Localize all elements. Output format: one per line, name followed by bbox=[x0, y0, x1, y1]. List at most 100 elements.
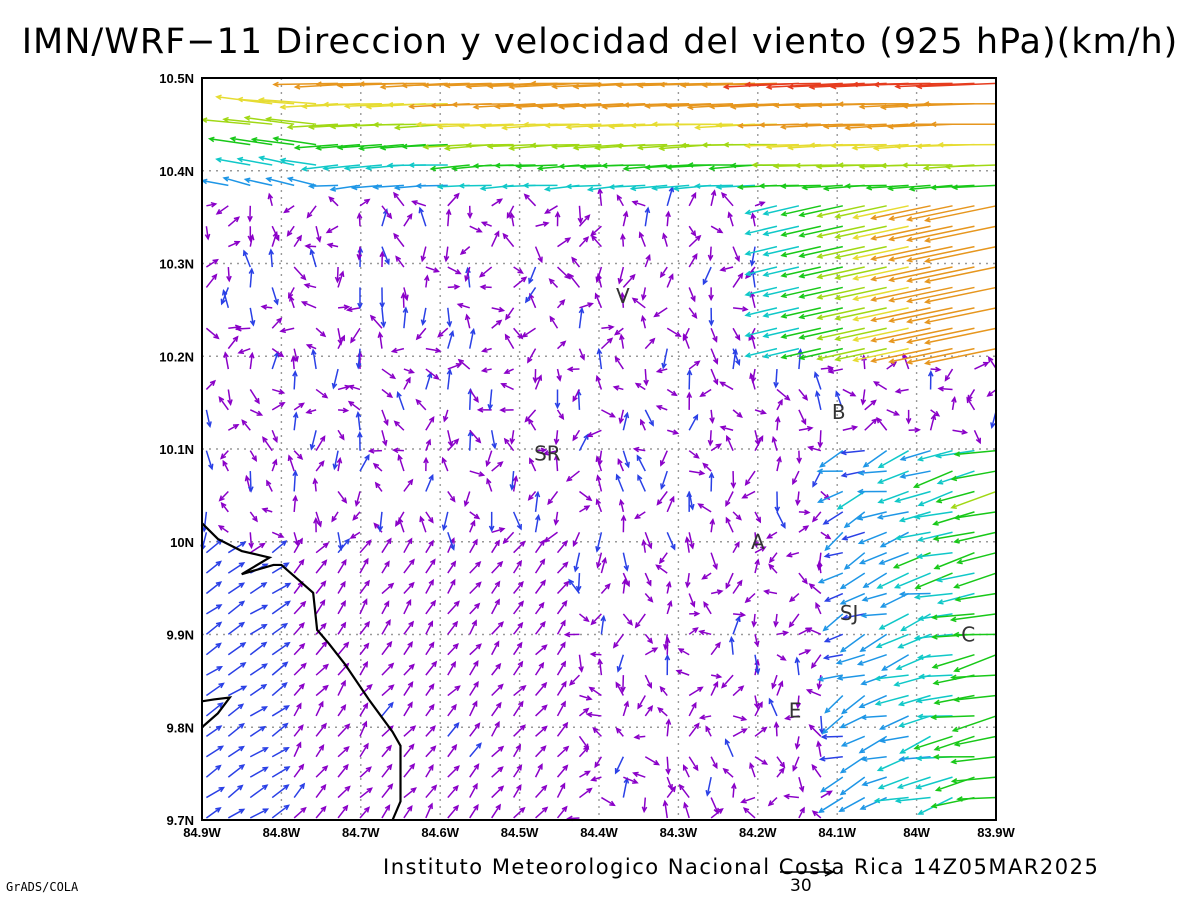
wind-vector bbox=[528, 266, 537, 285]
wind-vector bbox=[816, 327, 865, 341]
wind-vector bbox=[527, 490, 537, 501]
wind-vector bbox=[878, 613, 909, 630]
wind-vector bbox=[469, 722, 481, 737]
wind-vector bbox=[665, 580, 672, 594]
wind-vector bbox=[359, 702, 369, 717]
wind-vector bbox=[780, 245, 822, 258]
wind-vector bbox=[204, 226, 211, 241]
wind-vector bbox=[491, 766, 504, 778]
wind-vector bbox=[798, 388, 809, 401]
wind-vector bbox=[702, 266, 712, 286]
wind-vector bbox=[512, 511, 522, 531]
wind-vector bbox=[447, 600, 460, 615]
wind-vector bbox=[556, 782, 566, 798]
wind-vector bbox=[379, 287, 386, 309]
wind-vector bbox=[708, 103, 777, 110]
wind-vector bbox=[315, 663, 330, 676]
wind-vector bbox=[237, 347, 251, 355]
wind-vector bbox=[858, 103, 931, 110]
wind-vector bbox=[544, 205, 558, 214]
wind-vector bbox=[579, 302, 594, 309]
wind-vector bbox=[918, 673, 953, 680]
wind-vector bbox=[463, 491, 471, 508]
wind-vector bbox=[265, 176, 295, 187]
wind-vector bbox=[954, 592, 997, 603]
wind-vector bbox=[509, 471, 516, 491]
wind-vector bbox=[658, 552, 668, 565]
wind-vector bbox=[906, 307, 975, 324]
wind-vector bbox=[381, 582, 395, 595]
wind-vector bbox=[644, 705, 654, 717]
wind-vector bbox=[403, 743, 415, 758]
wind-vector bbox=[639, 418, 646, 431]
wind-vector bbox=[749, 290, 756, 309]
wind-vector bbox=[637, 474, 646, 492]
wind-vector bbox=[594, 756, 603, 769]
wind-vector bbox=[447, 266, 462, 275]
wind-vector bbox=[491, 198, 504, 207]
wind-vector bbox=[271, 225, 280, 242]
wind-vector bbox=[590, 234, 602, 248]
wind-vector bbox=[532, 369, 539, 384]
wind-vector bbox=[469, 389, 479, 404]
wind-vector bbox=[776, 455, 782, 472]
wind-vector bbox=[228, 240, 241, 248]
wind-vector bbox=[780, 307, 822, 319]
wind-vector bbox=[688, 252, 698, 268]
wind-vector bbox=[222, 459, 230, 472]
wind-vector bbox=[953, 694, 997, 703]
wind-vector bbox=[744, 225, 778, 236]
wind-vector bbox=[381, 409, 389, 427]
wind-vector bbox=[601, 162, 646, 169]
wind-vector bbox=[534, 620, 546, 635]
wind-vector bbox=[258, 155, 295, 166]
wind-vector bbox=[798, 525, 810, 533]
wind-vector bbox=[698, 714, 712, 720]
wind-vector bbox=[953, 572, 997, 589]
wind-vector bbox=[741, 490, 756, 499]
lat-tick-label: 9.8N bbox=[167, 720, 194, 735]
wind-vector bbox=[292, 370, 298, 390]
wind-vector bbox=[852, 307, 909, 322]
wind-vector bbox=[951, 395, 957, 410]
wind-vector bbox=[856, 654, 887, 666]
wind-vector bbox=[870, 347, 931, 364]
wind-vector bbox=[415, 327, 427, 341]
wind-vector bbox=[732, 715, 748, 722]
wind-vector bbox=[753, 532, 759, 549]
wind-vector bbox=[633, 734, 646, 740]
wind-vector bbox=[893, 572, 931, 589]
wind-vector bbox=[688, 686, 704, 697]
wind-vector bbox=[347, 384, 361, 391]
wind-vector bbox=[688, 225, 697, 237]
wind-vector bbox=[622, 273, 636, 288]
wind-vector bbox=[512, 764, 523, 778]
wind-vector bbox=[425, 266, 440, 273]
wind-vector bbox=[227, 216, 241, 227]
wind-vector bbox=[888, 266, 953, 283]
wind-vector bbox=[418, 206, 427, 227]
wind-vector bbox=[408, 162, 448, 168]
wind-vector bbox=[534, 601, 545, 615]
wind-vector bbox=[858, 551, 887, 565]
wind-vector bbox=[877, 776, 909, 790]
wind-vector bbox=[579, 770, 591, 778]
wind-vector bbox=[429, 164, 470, 172]
wind-vector bbox=[337, 429, 345, 441]
wind-vector bbox=[888, 245, 953, 262]
wind-vector bbox=[860, 755, 887, 762]
wind-vector bbox=[710, 348, 719, 365]
wind-vector bbox=[822, 653, 843, 661]
wind-vector bbox=[315, 640, 328, 656]
wind-vector bbox=[403, 640, 413, 656]
wind-vector bbox=[817, 796, 844, 814]
wind-vector bbox=[381, 640, 393, 656]
wind-vector bbox=[744, 205, 778, 216]
wind-vector bbox=[906, 225, 975, 243]
wind-vector bbox=[816, 468, 843, 475]
wind-vector bbox=[359, 787, 373, 799]
wind-vector bbox=[688, 593, 696, 608]
wind-vector bbox=[513, 327, 524, 340]
wind-vector bbox=[512, 743, 522, 758]
wind-vector bbox=[315, 435, 326, 452]
